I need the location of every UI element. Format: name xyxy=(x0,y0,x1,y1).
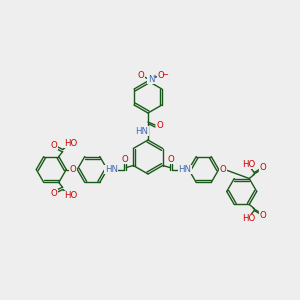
Text: +: + xyxy=(152,74,158,80)
Text: O: O xyxy=(50,141,57,150)
Text: HO: HO xyxy=(64,191,77,200)
Text: O: O xyxy=(138,71,144,80)
Text: N: N xyxy=(148,74,154,83)
Text: O: O xyxy=(260,211,267,220)
Text: −: − xyxy=(161,70,169,80)
Text: HO: HO xyxy=(243,214,256,223)
Text: O: O xyxy=(122,155,129,164)
Text: O: O xyxy=(70,165,77,174)
Text: HN: HN xyxy=(178,165,191,174)
Text: O: O xyxy=(157,122,164,130)
Text: HN: HN xyxy=(105,165,118,174)
Text: O: O xyxy=(219,165,226,174)
Text: O: O xyxy=(260,163,267,172)
Text: O: O xyxy=(167,155,174,164)
Text: HO: HO xyxy=(64,139,77,148)
Text: O: O xyxy=(50,189,57,198)
Text: O: O xyxy=(158,71,164,80)
Text: HO: HO xyxy=(243,160,256,169)
Text: HN: HN xyxy=(136,127,148,136)
